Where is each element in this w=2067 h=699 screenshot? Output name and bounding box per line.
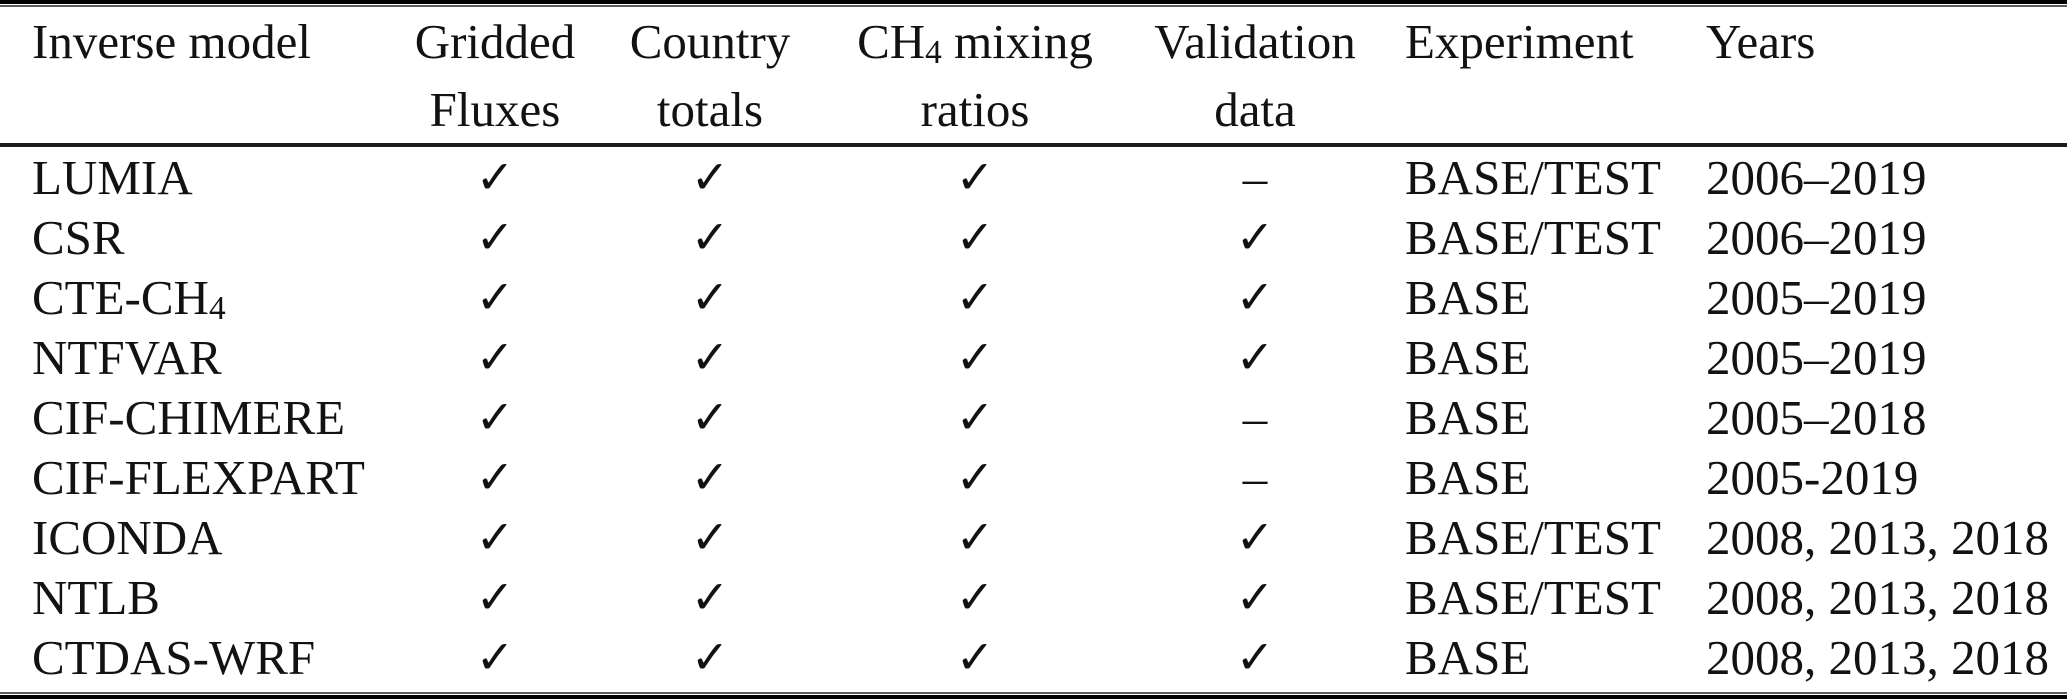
cell-gridded-fluxes: ✓ — [475, 390, 515, 444]
bottom-thin-rule — [0, 692, 2067, 694]
cell-mixing-ratios: ✓ — [955, 390, 995, 444]
cell-experiment: BASE — [1405, 449, 1531, 505]
table-row: NTLB ✓ ✓ ✓ ✓ BASE/TEST 2008, 2013, 2018 — [0, 567, 2067, 627]
cell-model: CTE-CH4 — [32, 269, 226, 328]
header-gridded: Gridded — [414, 13, 576, 69]
cell-mixing-ratios: ✓ — [955, 270, 995, 324]
cell-country-totals: ✓ — [690, 330, 730, 384]
cell-years: 2008, 2013, 2018 — [1706, 629, 2049, 685]
cell-experiment: BASE — [1405, 329, 1531, 385]
table-row: NTFVAR ✓ ✓ ✓ ✓ BASE 2005–2019 — [0, 327, 2067, 387]
table-row: ICONDA ✓ ✓ ✓ ✓ BASE/TEST 2008, 2013, 201… — [0, 507, 2067, 567]
cell-model: CSR — [32, 209, 125, 265]
header-validation: Validation — [1154, 13, 1356, 69]
cell-model: ICONDA — [32, 509, 223, 565]
cell-validation: ✓ — [1235, 630, 1275, 684]
cell-validation: ✓ — [1235, 330, 1275, 384]
header-data: data — [1214, 81, 1296, 137]
cell-years: 2005–2019 — [1706, 269, 1927, 325]
table-row: CIF-FLEXPART ✓ ✓ ✓ – BASE 2005-2019 — [0, 447, 2067, 507]
cell-experiment: BASE — [1405, 629, 1531, 685]
cell-validation: ✓ — [1235, 510, 1275, 564]
cell-mixing-ratios: ✓ — [955, 450, 995, 504]
cell-validation: – — [1242, 149, 1268, 205]
bottom-thick-rule — [0, 695, 2067, 699]
cell-model: CIF-CHIMERE — [32, 389, 346, 445]
cell-model: CIF-FLEXPART — [32, 449, 365, 505]
cell-mixing-ratios: ✓ — [955, 630, 995, 684]
cell-years: 2005–2019 — [1706, 329, 1927, 385]
header-separator-rule — [0, 143, 2067, 147]
table-row: CIF-CHIMERE ✓ ✓ ✓ – BASE 2005–2018 — [0, 387, 2067, 447]
header-table: Inverse model Gridded Country CH4 mixing… — [0, 7, 2067, 143]
cell-gridded-fluxes: ✓ — [475, 330, 515, 384]
top-thin-rule — [0, 5, 2067, 7]
header-years: Years — [1706, 13, 1816, 69]
cell-model: NTFVAR — [32, 329, 222, 385]
header-ch4-mixing: CH4 mixing — [857, 13, 1093, 72]
cell-validation: ✓ — [1235, 210, 1275, 264]
cell-country-totals: ✓ — [690, 570, 730, 624]
header-ratios: ratios — [920, 81, 1030, 137]
header-experiment: Experiment — [1405, 13, 1634, 69]
cell-gridded-fluxes: ✓ — [475, 570, 515, 624]
cell-mixing-ratios: ✓ — [955, 570, 995, 624]
header-inverse-model: Inverse model — [32, 13, 311, 69]
cell-mixing-ratios: ✓ — [955, 150, 995, 204]
cell-gridded-fluxes: ✓ — [475, 150, 515, 204]
cell-gridded-fluxes: ✓ — [475, 270, 515, 324]
cell-model: LUMIA — [32, 149, 193, 205]
cell-experiment: BASE/TEST — [1405, 149, 1661, 205]
cell-country-totals: ✓ — [690, 210, 730, 264]
header-totals: totals — [656, 81, 764, 137]
cell-validation: ✓ — [1235, 570, 1275, 624]
cell-experiment: BASE — [1405, 269, 1531, 325]
cell-country-totals: ✓ — [690, 150, 730, 204]
cell-validation: ✓ — [1235, 270, 1275, 324]
cell-validation: – — [1242, 389, 1268, 445]
cell-years: 2006–2019 — [1706, 149, 1927, 205]
header-country: Country — [629, 13, 791, 69]
cell-model: CTDAS-WRF — [32, 629, 316, 685]
cell-country-totals: ✓ — [690, 450, 730, 504]
header-row-2: Fluxes totals ratios data — [0, 75, 2067, 143]
table-row: CTDAS-WRF ✓ ✓ ✓ ✓ BASE 2008, 2013, 2018 — [0, 627, 2067, 687]
cell-gridded-fluxes: ✓ — [475, 510, 515, 564]
ch4-subscript: 4 — [925, 34, 942, 72]
cell-years: 2005-2019 — [1706, 449, 1919, 505]
cell-country-totals: ✓ — [690, 390, 730, 444]
table-row: LUMIA ✓ ✓ ✓ – BASE/TEST 2006–2019 — [0, 147, 2067, 207]
cell-mixing-ratios: ✓ — [955, 330, 995, 384]
cell-mixing-ratios: ✓ — [955, 210, 995, 264]
cell-experiment: BASE/TEST — [1405, 569, 1661, 625]
cell-experiment: BASE/TEST — [1405, 509, 1661, 565]
cell-gridded-fluxes: ✓ — [475, 210, 515, 264]
cell-years: 2005–2018 — [1706, 389, 1927, 445]
table-row: CTE-CH4 ✓ ✓ ✓ ✓ BASE 2005–2019 — [0, 267, 2067, 328]
cell-experiment: BASE/TEST — [1405, 209, 1661, 265]
data-table: LUMIA ✓ ✓ ✓ – BASE/TEST 2006–2019 CSR ✓ … — [0, 147, 2067, 687]
cell-gridded-fluxes: ✓ — [475, 450, 515, 504]
cell-years: 2008, 2013, 2018 — [1706, 509, 2049, 565]
cell-years: 2006–2019 — [1706, 209, 1927, 265]
top-thick-rule — [0, 0, 2067, 4]
cell-model: NTLB — [32, 569, 160, 625]
header-fluxes: Fluxes — [429, 81, 561, 137]
cell-country-totals: ✓ — [690, 270, 730, 324]
cell-country-totals: ✓ — [690, 510, 730, 564]
table-row: CSR ✓ ✓ ✓ ✓ BASE/TEST 2006–2019 — [0, 207, 2067, 267]
header-row-1: Inverse model Gridded Country CH4 mixing… — [0, 7, 2067, 75]
cell-experiment: BASE — [1405, 389, 1531, 445]
cell-country-totals: ✓ — [690, 630, 730, 684]
cell-gridded-fluxes: ✓ — [475, 630, 515, 684]
cell-mixing-ratios: ✓ — [955, 510, 995, 564]
cell-validation: – — [1242, 449, 1268, 505]
cell-years: 2008, 2013, 2018 — [1706, 569, 2049, 625]
